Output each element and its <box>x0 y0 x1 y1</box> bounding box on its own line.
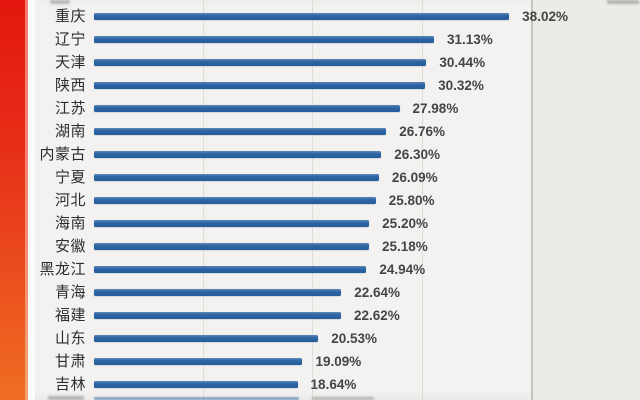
row-bar <box>94 357 303 365</box>
row-value-label: 27.98% <box>412 100 459 116</box>
left-white-band <box>28 0 35 400</box>
row-bar <box>94 127 387 135</box>
chart-row: 海南 25.20% <box>0 212 640 235</box>
clipped-top-row-label-fragment <box>50 0 70 4</box>
row-category-label: 黑龙江 <box>39 260 86 278</box>
row-bar <box>94 173 379 181</box>
row-value-label: 24.94% <box>379 261 426 277</box>
row-category-label: 甘肃 <box>54 352 86 370</box>
row-value-label: 25.20% <box>382 215 428 231</box>
row-category-label: 重庆 <box>54 7 86 25</box>
row-category-label: 辽宁 <box>54 30 86 48</box>
chart-row: 重庆 38.02% <box>0 5 640 28</box>
row-bar <box>94 311 341 319</box>
row-bar <box>94 35 434 43</box>
chart-row: 黑龙江 24.94% <box>0 258 640 281</box>
chart-row: 内蒙古 26.30% <box>0 143 640 166</box>
chart-row: 甘肃 19.09% <box>0 350 640 373</box>
row-bar <box>94 12 510 20</box>
chart-row: 福建 22.62% <box>0 304 640 327</box>
gridline-40pct <box>530 0 533 400</box>
row-value-label: 26.30% <box>394 146 440 162</box>
row-value-label: 26.09% <box>391 169 438 185</box>
row-value-label: 26.76% <box>399 123 446 139</box>
row-category-label: 天津 <box>54 53 86 71</box>
row-category-label: 宁夏 <box>54 168 86 186</box>
row-category-label: 河北 <box>54 191 86 209</box>
chart-row: 陕西 30.32% <box>0 74 640 97</box>
row-category-label: 安徽 <box>54 237 86 255</box>
chart-row: 吉林 18.64% <box>0 373 640 396</box>
row-category-label: 陕西 <box>54 76 86 94</box>
clipped-bottom-row-label-fragment <box>48 396 84 400</box>
row-bar <box>94 265 367 273</box>
row-bar <box>94 334 319 342</box>
row-bar <box>94 150 382 158</box>
row-bar <box>94 242 369 250</box>
row-bar <box>94 81 426 89</box>
row-category-label: 福建 <box>54 306 86 324</box>
row-value-label: 31.13% <box>446 31 493 47</box>
row-bar <box>94 58 427 66</box>
row-category-label: 内蒙古 <box>39 145 86 163</box>
chart-row: 辽宁 31.13% <box>0 28 640 51</box>
row-category-label: 青海 <box>54 283 86 301</box>
chart-row: 安徽 25.18% <box>0 235 640 258</box>
left-accent-strip <box>0 0 28 400</box>
row-value-label: 19.09% <box>315 353 362 369</box>
chart-row: 山东 20.53% <box>0 327 640 350</box>
row-bar <box>94 219 370 227</box>
chart-row: 宁夏 26.09% <box>0 166 640 189</box>
row-value-label: 30.44% <box>439 54 486 70</box>
chart-row: 湖南 26.76% <box>0 120 640 143</box>
row-value-label: 38.02% <box>522 8 568 24</box>
row-category-label: 湖南 <box>54 122 86 140</box>
gridline-30pct <box>421 0 423 400</box>
chart-row: 河北 25.80% <box>0 189 640 212</box>
row-value-label: 30.32% <box>438 77 484 93</box>
row-value-label: 20.53% <box>331 330 377 346</box>
row-value-label: 22.62% <box>354 307 400 323</box>
clipped-top-row-value-fragment <box>607 0 639 4</box>
chart-row: 青海 22.64% <box>0 281 640 304</box>
chart-row: 天津 30.44% <box>0 51 640 74</box>
clipped-bottom-row-value-fragment <box>312 396 374 400</box>
row-bar <box>94 104 400 112</box>
row-bar <box>94 196 376 204</box>
row-value-label: 22.64% <box>354 284 401 300</box>
row-value-label: 18.64% <box>310 376 357 392</box>
row-value-label: 25.18% <box>381 238 428 254</box>
row-value-label: 25.80% <box>388 192 435 208</box>
clipped-bottom-row-bar-fragment <box>94 396 299 400</box>
row-category-label: 山东 <box>54 329 86 347</box>
row-category-label: 吉林 <box>54 375 86 393</box>
chart-row: 江苏 27.98% <box>0 97 640 120</box>
row-bar <box>94 288 342 296</box>
row-category-label: 江苏 <box>54 99 86 117</box>
right-background-zone <box>530 0 640 400</box>
row-bar <box>94 380 298 388</box>
row-category-label: 海南 <box>54 214 86 232</box>
